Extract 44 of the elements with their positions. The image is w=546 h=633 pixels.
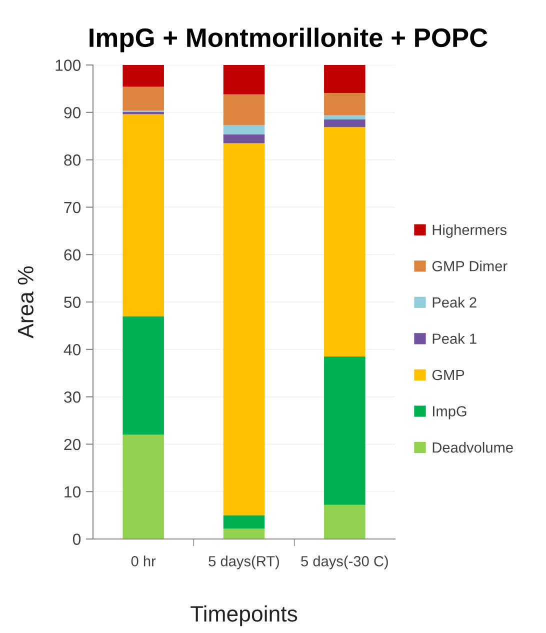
- legend-label: ImpG: [433, 406, 466, 420]
- y-tick-label: 60: [64, 249, 81, 261]
- legend-label: Highermers: [432, 224, 507, 238]
- y-tick-label: 30: [64, 391, 81, 403]
- x-axis-title: Timepoints: [190, 605, 298, 626]
- bar: [324, 356, 366, 505]
- bar: [324, 504, 366, 539]
- y-tick-label: 90: [64, 107, 81, 118]
- bar: [223, 143, 265, 516]
- x-tick-label: 5 days(-30 C): [301, 556, 388, 570]
- y-tick-label: 20: [64, 438, 81, 450]
- bar: [122, 114, 164, 316]
- y-tick-label: 80: [64, 154, 81, 166]
- bar: [324, 65, 366, 93]
- bar: [223, 134, 265, 144]
- legend-label: Deadvolume: [432, 442, 513, 453]
- y-axis-title: Area %: [18, 266, 34, 338]
- y-tick-label: 40: [64, 344, 81, 356]
- chart-title: ImpG + Montmorillonite + POPC: [90, 28, 488, 52]
- bar: [122, 316, 164, 435]
- legend-label: Peak 1: [432, 333, 476, 344]
- y-tick-label: 100: [56, 60, 81, 71]
- y-tick-label: 0: [72, 534, 81, 545]
- bar: [122, 434, 164, 539]
- legend-label: GMP Dimer: [432, 260, 508, 272]
- y-tick-label: 10: [64, 486, 81, 498]
- legend-label: Peak 2: [432, 296, 476, 308]
- x-tick-label: 5 days(RT): [208, 556, 280, 570]
- y-tick-label: 70: [64, 202, 81, 214]
- bar: [223, 94, 265, 126]
- bar: [122, 86, 164, 111]
- bar: [324, 92, 366, 116]
- bar: [223, 528, 265, 539]
- bar: [223, 515, 265, 529]
- bar: [122, 65, 164, 87]
- y-tick-label: 50: [64, 296, 81, 308]
- bar: [324, 115, 366, 120]
- bar: [223, 65, 265, 94]
- legend-label: GMP: [432, 370, 464, 380]
- bar: [122, 112, 164, 114]
- bar: [324, 120, 366, 128]
- bar: [223, 125, 265, 134]
- x-tick-label: 0 hr: [131, 556, 156, 566]
- bar: [324, 127, 366, 357]
